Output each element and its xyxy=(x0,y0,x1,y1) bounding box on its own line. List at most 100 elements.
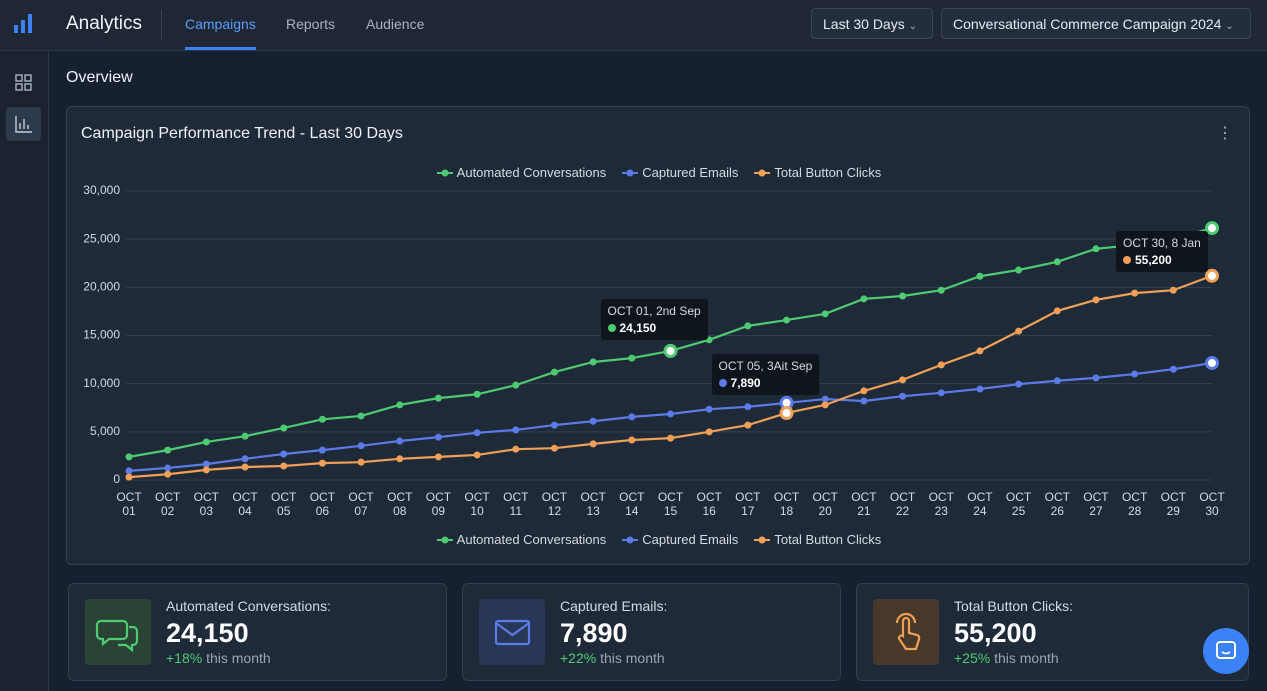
data-point xyxy=(550,444,558,452)
data-point xyxy=(1169,365,1177,373)
data-point xyxy=(512,445,520,453)
data-point xyxy=(744,421,752,429)
stat-icon xyxy=(85,599,151,665)
date-range-dropdown[interactable]: Last 30 Days ⌄ xyxy=(811,8,933,39)
data-point xyxy=(1015,327,1023,335)
sidebar xyxy=(0,51,49,691)
data-point xyxy=(589,417,597,425)
tooltip: OCT 30, 8 Jan 55,200 xyxy=(1116,230,1208,272)
legend-item: Automated Conversations xyxy=(436,165,606,180)
more-menu[interactable]: ⋮ xyxy=(1217,125,1233,142)
y-tick-label: 0 xyxy=(113,472,120,486)
top-bar: Analytics Campaigns Reports Audience Las… xyxy=(0,0,1267,51)
data-point xyxy=(705,405,713,413)
x-tick-label: OCT 20 xyxy=(812,490,838,518)
data-point xyxy=(821,401,829,409)
data-point xyxy=(318,459,326,467)
x-tick-label: OCT 04 xyxy=(232,490,258,518)
legend: Automated Conversations Captured Emails To… xyxy=(67,165,1251,180)
data-point xyxy=(628,436,636,444)
data-point xyxy=(1015,266,1023,274)
tab[interactable]: Campaigns xyxy=(185,16,256,32)
data-point xyxy=(899,392,907,400)
change-period: this month xyxy=(600,650,665,666)
data-point xyxy=(744,403,752,411)
data-point xyxy=(976,385,984,393)
data-point xyxy=(512,426,520,434)
app-title: Analytics xyxy=(66,13,143,34)
icon xyxy=(15,116,32,133)
data-point xyxy=(628,413,636,421)
data-point xyxy=(783,316,791,324)
tab[interactable]: Reports xyxy=(286,16,336,32)
stat-label: Automated Conversations: xyxy=(166,598,331,614)
tooltip-value: 24,150 xyxy=(619,320,657,335)
series-line xyxy=(128,227,1213,458)
logo xyxy=(14,14,32,33)
data-point xyxy=(1131,289,1139,297)
data-point xyxy=(396,455,404,463)
data-point xyxy=(125,467,133,475)
y-tick-label: 20,000 xyxy=(83,280,120,294)
x-tick-label: OCT 22 xyxy=(889,490,916,518)
data-point xyxy=(628,354,636,362)
stat-label: Total Button Clicks: xyxy=(954,598,1074,614)
y-tick-label: 15,000 xyxy=(83,328,120,342)
stat-card: Captured Emails: 7,890 +22% this month xyxy=(462,583,841,681)
x-tick-label: OCT 12 xyxy=(541,490,568,518)
chart-card: Campaign Performance Trend - Last 30 Day… xyxy=(66,106,1250,565)
chart-icon[interactable] xyxy=(6,107,41,141)
tooltip-value: 7,890 xyxy=(730,375,761,390)
legend-label: Captured Emails xyxy=(642,532,739,547)
change-pct: +22% xyxy=(560,650,597,666)
data-point xyxy=(512,381,520,389)
grid-icon[interactable] xyxy=(15,74,33,92)
data-point xyxy=(705,428,713,436)
data-point xyxy=(1053,377,1061,385)
data-point xyxy=(318,446,326,454)
data-point xyxy=(899,376,907,384)
x-tick-label: OCT 23 xyxy=(928,490,954,518)
tooltip-dot xyxy=(1123,255,1131,264)
chart-title: Campaign Performance Trend - Last 30 Day… xyxy=(81,125,403,142)
data-point xyxy=(1169,286,1177,294)
stat-icon xyxy=(479,599,545,665)
data-point xyxy=(164,446,172,454)
campaign-dropdown[interactable]: Conversational Commerce Campaign 2024 ⌄ xyxy=(941,8,1251,39)
change-period: this month xyxy=(994,650,1059,666)
tab[interactable]: Audience xyxy=(366,16,425,32)
section-title: Overview xyxy=(66,69,133,86)
legend-marker xyxy=(622,536,639,543)
data-point xyxy=(976,272,984,280)
data-point xyxy=(860,397,868,405)
data-point xyxy=(589,440,597,448)
data-point xyxy=(821,310,829,318)
legend-label: Total Button Clicks xyxy=(774,532,882,547)
tooltip-title: OCT 30, 8 Jan xyxy=(1123,235,1201,250)
x-tick-label: OCT 24 xyxy=(967,490,993,518)
data-point xyxy=(1092,374,1100,382)
x-tick-label: OCT 13 xyxy=(580,490,606,518)
data-point xyxy=(125,473,133,481)
legend-marker xyxy=(436,536,453,543)
x-tick-label: OCT 03 xyxy=(193,490,220,518)
data-point xyxy=(202,438,210,446)
x-tick-label: OCT 05 xyxy=(271,490,297,518)
data-point xyxy=(937,286,945,294)
data-point xyxy=(1015,380,1023,388)
data-point xyxy=(937,361,945,369)
stat-change: +22% this month xyxy=(560,650,665,666)
data-point xyxy=(550,421,558,429)
data-point xyxy=(434,394,442,402)
highlight-point xyxy=(663,343,678,358)
tooltip-dot xyxy=(718,378,727,387)
data-point xyxy=(318,415,326,423)
x-tick-label: OCT 17 xyxy=(735,490,761,518)
legend-marker xyxy=(436,169,453,176)
stat-card: Automated Conversations: 24,150 +18% thi… xyxy=(68,583,447,681)
chat-button[interactable] xyxy=(1203,628,1249,674)
x-tick-label: OCT 27 xyxy=(1083,490,1109,518)
stat-value: 24,150 xyxy=(166,618,249,648)
x-tick-label: OCT 09 xyxy=(425,490,452,518)
legend-item: Captured Emails xyxy=(622,165,738,180)
